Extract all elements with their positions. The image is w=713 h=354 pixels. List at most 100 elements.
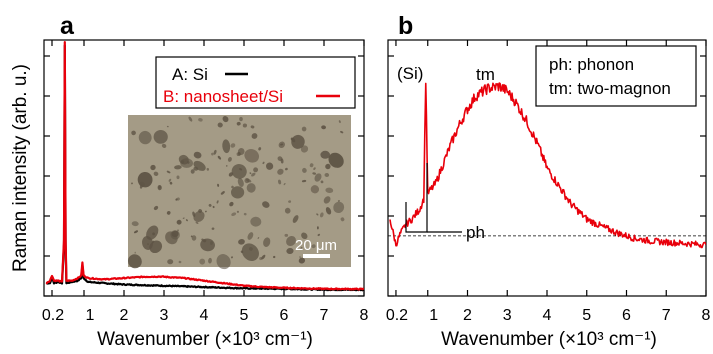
inset-flake bbox=[180, 158, 193, 168]
panel-a-x-tick-label: 6 bbox=[280, 307, 289, 324]
panel-a-x-tick-label: 3 bbox=[160, 307, 169, 324]
panel-b-series bbox=[389, 82, 706, 249]
inset-flake bbox=[137, 172, 153, 188]
inset-flake bbox=[228, 172, 234, 177]
inset-flake bbox=[213, 149, 217, 155]
panel-b-x-tick-label: 8 bbox=[702, 307, 711, 324]
inset-flake bbox=[168, 178, 172, 182]
inset-flake bbox=[153, 205, 159, 211]
inset-flake bbox=[301, 179, 307, 183]
panel-b-legend-frame bbox=[535, 45, 697, 107]
inset-flake bbox=[244, 148, 260, 163]
panel-a-series bbox=[45, 41, 364, 292]
inset-flakes bbox=[127, 116, 345, 270]
inset-flake bbox=[265, 162, 274, 170]
inset-flake bbox=[133, 230, 139, 234]
inset-flake bbox=[291, 134, 305, 149]
inset-flake bbox=[236, 121, 241, 126]
inset-flake bbox=[277, 168, 284, 175]
inset-flake bbox=[217, 183, 220, 187]
inset-flake bbox=[170, 230, 180, 240]
inset-flake bbox=[243, 212, 247, 216]
inset-flake bbox=[241, 243, 259, 261]
inset-flake bbox=[320, 150, 330, 159]
inset-flake bbox=[284, 233, 289, 237]
inset-flake bbox=[216, 254, 231, 270]
inset-flake bbox=[237, 178, 244, 187]
inset-flake bbox=[299, 256, 302, 258]
inset-flake bbox=[325, 187, 334, 194]
inset-flake bbox=[146, 225, 159, 240]
inset-flake bbox=[250, 216, 262, 227]
inset-flake bbox=[309, 163, 314, 168]
inset-flake bbox=[199, 258, 206, 265]
inset-flake bbox=[193, 160, 206, 171]
panel-a-x-ticks: 0.2 1 2 3 4 5 6 7 8 bbox=[42, 40, 369, 324]
inset-flake bbox=[193, 151, 202, 159]
inset-micrograph: 20 μm bbox=[127, 115, 351, 270]
inset-flake bbox=[237, 151, 241, 156]
inset-flake bbox=[288, 200, 292, 203]
annotation-phonon: ph bbox=[466, 223, 485, 242]
inset-flake bbox=[300, 145, 309, 153]
legend-label-si: A: Si bbox=[172, 65, 208, 84]
inset-flake bbox=[167, 259, 174, 265]
inset-flake bbox=[273, 255, 276, 259]
inset-flake bbox=[177, 229, 179, 232]
inset-flake bbox=[178, 260, 182, 264]
annotation-two-magnon: tm bbox=[476, 65, 495, 84]
panel-b-series-line-0 bbox=[389, 82, 706, 249]
legend-label-nanosheet: B: nanosheet/Si bbox=[163, 87, 283, 106]
inset-flake bbox=[220, 191, 225, 195]
inset-flake bbox=[166, 125, 169, 128]
inset-flake bbox=[259, 257, 263, 261]
inset-flake bbox=[190, 169, 195, 174]
panel-b-x-axis-label: Wavenumber (×10³ cm⁻¹) bbox=[441, 329, 657, 350]
inset-flake bbox=[222, 139, 231, 154]
panel-b-x-tick-label: 5 bbox=[582, 307, 591, 324]
inset-flake bbox=[301, 232, 308, 240]
panel-a-series-line-1 bbox=[45, 41, 364, 291]
inset-flake bbox=[246, 183, 256, 193]
inset-flake bbox=[249, 247, 253, 251]
panel-b-x-tick-label: 2 bbox=[463, 307, 472, 324]
inset-flake bbox=[166, 170, 171, 174]
inset-flake bbox=[231, 185, 234, 189]
inset-flake bbox=[301, 126, 307, 132]
inset-flake bbox=[127, 254, 142, 269]
inset-flake bbox=[226, 165, 228, 167]
inset-flake bbox=[242, 123, 247, 128]
inset-flake bbox=[208, 257, 212, 264]
panel-b-legend-box: ph: phonon tm: two-magnon bbox=[535, 45, 697, 107]
inset-flake bbox=[258, 147, 262, 151]
inset-flake bbox=[138, 130, 152, 145]
inset-flake bbox=[229, 201, 234, 207]
inset-flake bbox=[312, 172, 317, 175]
inset-flake bbox=[325, 163, 331, 170]
inset-flake bbox=[193, 210, 205, 223]
inset-flake bbox=[134, 251, 136, 254]
inset-flake bbox=[131, 221, 139, 227]
inset-flake bbox=[340, 130, 344, 134]
inset-flake bbox=[250, 125, 255, 129]
inset-flake bbox=[316, 213, 319, 216]
inset-flake bbox=[310, 185, 320, 194]
inset-flake bbox=[185, 219, 188, 222]
inset-flake bbox=[201, 238, 206, 243]
panel-a: a 0.2 1 2 3 4 5 6 7 8 Wavenumber (×10³ cm⁻¹) Ram… bbox=[10, 12, 369, 350]
inset-flake bbox=[174, 165, 182, 170]
inset-flake bbox=[176, 219, 182, 225]
inset-flake bbox=[263, 237, 271, 248]
inset-flake bbox=[231, 212, 237, 216]
panel-a-x-tick-label: 0.2 bbox=[42, 307, 64, 324]
panel-a-letter: a bbox=[60, 12, 75, 40]
panel-b: b 0.2 1 2 3 4 5 6 7 8 Wavenumber (×10³ cm⁻¹) ph … bbox=[386, 12, 711, 350]
inset-flake bbox=[253, 167, 259, 173]
panel-b-y-ticks bbox=[388, 55, 706, 297]
inset-flake bbox=[198, 118, 203, 122]
inset-flake bbox=[191, 235, 197, 241]
panel-a-y-axis-label: Raman intensity (arb. u.) bbox=[10, 64, 31, 272]
panel-a-x-tick-label: 5 bbox=[240, 307, 249, 324]
inset-flake bbox=[211, 227, 215, 230]
phonon-bracket bbox=[405, 163, 428, 233]
